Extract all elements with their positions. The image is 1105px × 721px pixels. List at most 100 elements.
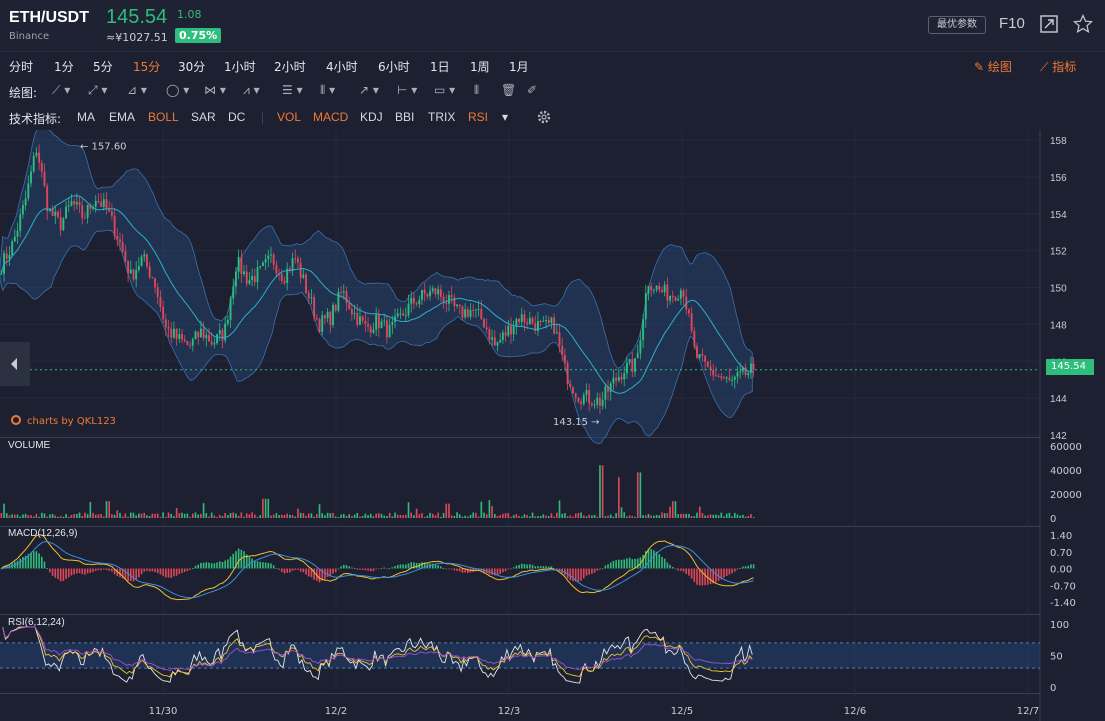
more-indicators-chevron-icon[interactable]: ▾ (502, 110, 509, 124)
candle-body (272, 254, 275, 265)
trash-icon[interactable]: 🗑 (501, 83, 517, 97)
period-tab-3[interactable]: 15分 (133, 60, 161, 74)
macd-histogram-bar (364, 568, 367, 571)
volume-bar (165, 516, 167, 518)
indicator-dc[interactable]: DC (228, 110, 246, 124)
indicator-sar[interactable]: SAR (191, 110, 216, 124)
macd-histogram-bar (696, 568, 698, 585)
volume-bar (181, 512, 183, 518)
indicator-boll[interactable]: BOLL (148, 110, 179, 124)
indicators-link[interactable]: ⟋ 指标 (1040, 58, 1076, 75)
macd-histogram-bar (526, 564, 528, 569)
candle-body (383, 320, 386, 322)
volume-bar (604, 516, 607, 518)
period-tab-2[interactable]: 5分 (93, 60, 113, 74)
macd-histogram-bar (618, 559, 620, 569)
volume-bar (154, 513, 156, 518)
candle-body (256, 267, 259, 282)
volume-tick-label: 0 (1050, 514, 1056, 525)
arrow-tool-icon[interactable]: ↗ ▾ (359, 83, 379, 97)
candle-body (199, 328, 202, 338)
indicator-kdj[interactable]: KDJ (360, 110, 383, 124)
macd-histogram-bar (86, 568, 89, 574)
candle-body (652, 289, 655, 291)
indicator-label: 技术指标: (9, 112, 62, 126)
position-tool-icon[interactable]: ⫴ (474, 83, 480, 97)
chart-area[interactable]: 158156154152150148146144142← 157.60143.1… (0, 130, 1105, 721)
volume-bar (467, 516, 469, 518)
period-tab-8[interactable]: 6小时 (378, 60, 410, 74)
shape-tool-icon[interactable]: ◯ ▾ (166, 83, 190, 97)
measure-tool-icon[interactable]: ⊢ ▾ (397, 83, 418, 97)
candle-body (404, 315, 407, 317)
candle-body (57, 211, 59, 218)
ray-tool-icon[interactable]: ⤢ ▾ (88, 83, 108, 97)
candle-body (100, 201, 103, 207)
macd-histogram-bar (707, 568, 709, 585)
period-tab-4[interactable]: 30分 (178, 60, 206, 74)
brush-icon[interactable]: ✐ (527, 83, 538, 97)
pattern-tool-icon[interactable]: ⋈ ▾ (204, 83, 226, 97)
macd-histogram-bar (76, 568, 78, 574)
period-tab-7[interactable]: 4小时 (326, 60, 358, 74)
candle-body (634, 358, 636, 372)
rsi-tick-label: 50 (1050, 652, 1063, 663)
macd-histogram-bar (742, 566, 744, 569)
volume-bar (623, 512, 626, 518)
trend-line-tool-icon[interactable]: ⟋ ▾ (52, 83, 71, 97)
indicator-bbi[interactable]: BBI (395, 110, 415, 124)
period-tab-0[interactable]: 分时 (9, 60, 34, 74)
indicator-trix[interactable]: TRIX (428, 110, 456, 124)
best-params-button[interactable]: 最优参数 (928, 16, 986, 34)
channel-tool-icon[interactable]: ⊿ ▾ (127, 83, 147, 97)
macd-histogram-bar (24, 555, 27, 569)
macd-histogram-bar (628, 557, 631, 569)
macd-histogram-bar (445, 568, 448, 570)
macd-histogram-bar (661, 556, 663, 569)
volume-bar (410, 512, 413, 518)
period-tab-11[interactable]: 1月 (509, 60, 529, 74)
f10-button[interactable]: F10 (999, 15, 1025, 32)
volume-bar (655, 514, 658, 518)
volume-bar (8, 515, 11, 518)
volume-tick-label: 60000 (1050, 442, 1082, 453)
gann-tool-icon[interactable]: ⦀ ▾ (320, 83, 336, 97)
volume-bar (442, 513, 445, 518)
macd-histogram-bar (558, 568, 561, 572)
indicator-rsi[interactable]: RSI (468, 110, 489, 124)
indicator-ema[interactable]: EMA (109, 110, 136, 124)
candle-body (712, 369, 715, 376)
volume-bar (642, 515, 644, 518)
period-tab-9[interactable]: 1日 (430, 60, 450, 74)
indicator-ma[interactable]: MA (77, 110, 95, 124)
draw-link[interactable]: ✎ 绘图 (974, 58, 1012, 75)
volume-bar (712, 514, 715, 518)
volume-bar (502, 513, 504, 518)
indicator-vol[interactable]: VOL (277, 110, 302, 124)
volume-bar (431, 513, 434, 518)
period-tab-1[interactable]: 1分 (54, 60, 74, 74)
volume-bar (178, 513, 181, 518)
volume-bar (57, 516, 59, 518)
macd-histogram-bar (577, 568, 580, 582)
macd-histogram-bar (588, 568, 590, 575)
period-tab-10[interactable]: 1周 (470, 60, 490, 74)
macd-histogram-bar (267, 562, 270, 569)
macd-histogram-bar (143, 568, 146, 572)
wave-tool-icon[interactable]: ⩘ ▾ (243, 83, 260, 97)
indicator-macd[interactable]: MACD (313, 110, 349, 124)
collapse-panel-button[interactable] (0, 342, 30, 386)
period-tab-5[interactable]: 1小时 (224, 60, 256, 74)
macd-histogram-bar (437, 565, 439, 569)
comment-tool-icon[interactable]: ▭ ▾ (434, 83, 456, 97)
candle-body (631, 359, 634, 372)
fib-tool-icon[interactable]: ☰ ▾ (282, 83, 303, 97)
star-icon[interactable] (1073, 14, 1093, 34)
period-tab-6[interactable]: 2小时 (274, 60, 306, 74)
expand-icon[interactable] (1040, 15, 1058, 33)
gear-icon[interactable] (536, 109, 552, 125)
macd-histogram-bar (642, 554, 644, 569)
candle-body (132, 269, 135, 280)
candle-body (24, 198, 27, 206)
volume-bar (232, 512, 235, 518)
